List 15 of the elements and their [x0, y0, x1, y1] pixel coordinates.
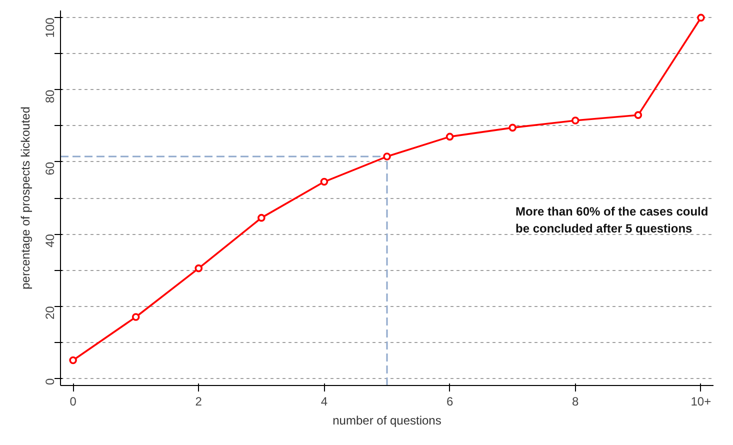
x-tick-label: 6 [446, 394, 454, 408]
y-tick-label: 40 [43, 234, 57, 248]
x-tick-label: 2 [195, 394, 202, 408]
x-tick-label: 4 [320, 394, 328, 408]
annotation: More than 60% of the cases could be concluded after 5 questions [516, 204, 708, 236]
x-tick-label: 8 [572, 394, 580, 408]
y-axis-title: percentage of prospects kickouted [18, 106, 32, 290]
y-tick-label: 20 [43, 306, 57, 320]
x-tick-label: 0 [70, 394, 77, 408]
y-tick-label: 0 [43, 378, 57, 385]
x-axis-title: number of questions [332, 414, 442, 428]
y-tick-label: 100 [43, 17, 57, 38]
x-tick-label: 10+ [690, 394, 712, 408]
y-tick-label: 60 [43, 162, 57, 176]
y-tick-label: 80 [43, 90, 57, 104]
